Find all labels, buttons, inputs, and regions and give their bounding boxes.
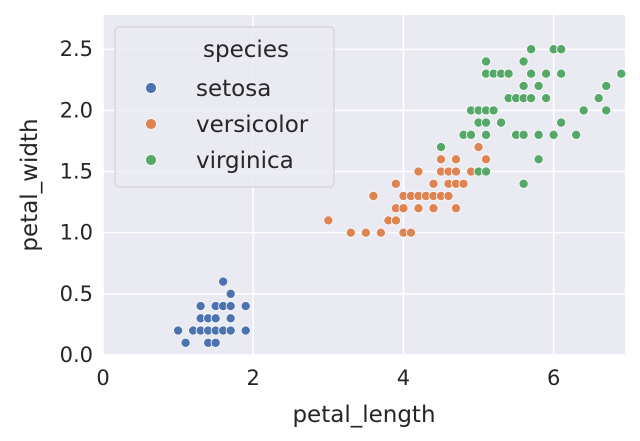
legend-box bbox=[114, 26, 335, 188]
point-virginica bbox=[496, 117, 507, 128]
point-versicolor bbox=[413, 203, 424, 214]
point-virginica bbox=[481, 129, 492, 140]
point-virginica bbox=[466, 129, 477, 140]
point-setosa bbox=[180, 337, 191, 348]
point-versicolor bbox=[435, 154, 446, 165]
point-setosa bbox=[225, 288, 236, 299]
point-virginica bbox=[481, 56, 492, 67]
point-versicolor bbox=[390, 178, 401, 189]
point-virginica bbox=[526, 93, 537, 104]
point-setosa bbox=[210, 337, 221, 348]
point-versicolor bbox=[428, 203, 439, 214]
point-virginica bbox=[556, 117, 567, 128]
point-virginica bbox=[518, 56, 529, 67]
y-tick-label: 1.5 bbox=[60, 160, 93, 184]
point-versicolor bbox=[451, 154, 462, 165]
point-versicolor bbox=[451, 166, 462, 177]
point-virginica bbox=[578, 105, 589, 116]
point-setosa bbox=[195, 301, 206, 312]
point-versicolor bbox=[413, 166, 424, 177]
point-versicolor bbox=[368, 191, 379, 202]
point-versicolor bbox=[323, 215, 334, 226]
x-tick-label: 0 bbox=[96, 366, 109, 390]
point-virginica bbox=[526, 44, 537, 55]
legend-label-setosa: setosa bbox=[196, 76, 271, 102]
point-setosa bbox=[225, 313, 236, 324]
point-virginica bbox=[556, 44, 567, 55]
y-tick-label: 2.0 bbox=[60, 98, 93, 122]
x-tick-label: 2 bbox=[247, 366, 260, 390]
legend: species setosa versicolor virginica bbox=[114, 26, 335, 188]
point-setosa bbox=[225, 301, 236, 312]
point-virginica bbox=[481, 117, 492, 128]
point-virginica bbox=[541, 68, 552, 79]
point-virginica bbox=[518, 129, 529, 140]
point-versicolor bbox=[398, 203, 409, 214]
point-versicolor bbox=[458, 178, 469, 189]
point-virginica bbox=[616, 68, 627, 79]
x-tick-label: 6 bbox=[547, 366, 560, 390]
point-virginica bbox=[526, 68, 537, 79]
legend-label-virginica: virginica bbox=[196, 148, 294, 174]
point-virginica bbox=[571, 129, 582, 140]
point-versicolor bbox=[451, 203, 462, 214]
y-tick-label: 0.0 bbox=[60, 343, 93, 367]
y-tick-label: 2.5 bbox=[60, 37, 93, 61]
y-axis-label: petal_width bbox=[17, 118, 43, 251]
point-virginica bbox=[435, 142, 446, 153]
legend-entries: setosa versicolor virginica bbox=[145, 76, 309, 174]
point-virginica bbox=[481, 166, 492, 177]
data-points bbox=[173, 44, 627, 348]
x-axis-label: petal_length bbox=[292, 402, 435, 428]
point-virginica bbox=[548, 129, 559, 140]
point-setosa bbox=[210, 313, 221, 324]
point-setosa bbox=[240, 325, 251, 336]
point-virginica bbox=[518, 80, 529, 91]
legend-marker-versicolor bbox=[145, 118, 157, 130]
point-virginica bbox=[601, 80, 612, 91]
legend-label-versicolor: versicolor bbox=[196, 112, 309, 138]
point-setosa bbox=[218, 276, 229, 287]
point-versicolor bbox=[481, 154, 492, 165]
point-virginica bbox=[541, 93, 552, 104]
y-tick-label: 0.5 bbox=[60, 282, 93, 306]
point-virginica bbox=[556, 68, 567, 79]
point-virginica bbox=[533, 80, 544, 91]
point-setosa bbox=[240, 301, 251, 312]
point-setosa bbox=[173, 325, 184, 336]
point-virginica bbox=[593, 93, 604, 104]
y-tick-label: 1.0 bbox=[60, 221, 93, 245]
point-versicolor bbox=[443, 191, 454, 202]
point-virginica bbox=[533, 129, 544, 140]
point-virginica bbox=[601, 105, 612, 116]
point-versicolor bbox=[390, 215, 401, 226]
point-setosa bbox=[225, 325, 236, 336]
point-versicolor bbox=[428, 178, 439, 189]
legend-title: species bbox=[203, 37, 289, 63]
point-versicolor bbox=[345, 227, 356, 238]
point-virginica bbox=[488, 105, 499, 116]
legend-marker-virginica bbox=[145, 154, 157, 166]
point-virginica bbox=[518, 178, 529, 189]
point-versicolor bbox=[360, 227, 371, 238]
point-versicolor bbox=[405, 227, 416, 238]
point-versicolor bbox=[375, 227, 386, 238]
y-tick-labels: 0.0 0.5 1.0 1.5 2.0 2.5 bbox=[60, 37, 93, 367]
x-tick-labels: 0 2 4 6 bbox=[96, 366, 560, 390]
point-versicolor bbox=[473, 142, 484, 153]
legend-marker-setosa bbox=[145, 82, 157, 94]
point-virginica bbox=[533, 154, 544, 165]
point-virginica bbox=[503, 68, 514, 79]
x-tick-label: 4 bbox=[397, 366, 410, 390]
